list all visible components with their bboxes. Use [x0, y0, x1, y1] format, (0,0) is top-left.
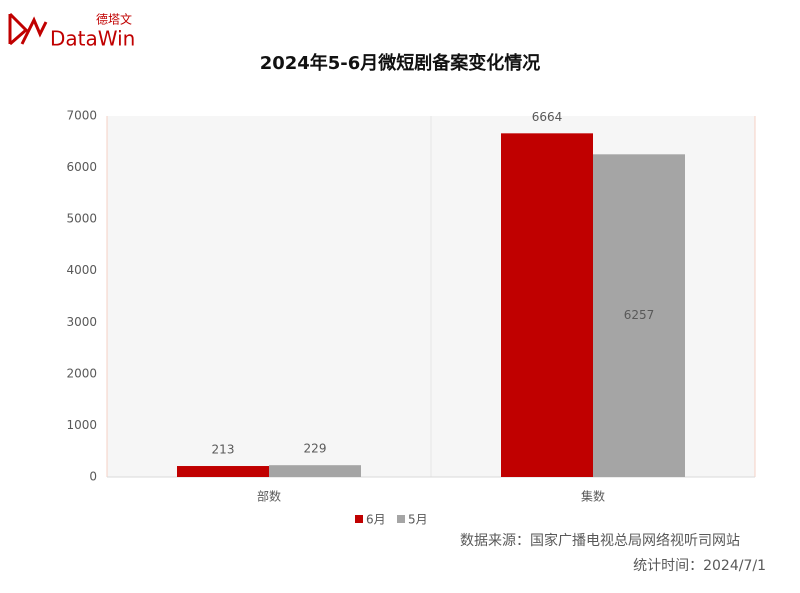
- logo-icon: [8, 12, 48, 46]
- legend-swatch: [397, 515, 405, 523]
- y-tick-label: 4000: [66, 263, 97, 277]
- logo-name: DataWin: [50, 27, 135, 51]
- x-tick-label: 集数: [581, 489, 605, 504]
- y-tick-label: 0: [89, 470, 97, 484]
- logo-chinese-name: 德塔文: [96, 12, 132, 27]
- x-tick-label: 部数: [257, 489, 281, 504]
- legend-label: 6月: [366, 513, 386, 527]
- bar: [593, 154, 685, 477]
- legend-swatch: [355, 515, 363, 523]
- chart-title: 2024年5-6月微短剧备案变化情况: [260, 52, 541, 74]
- value-label: 213: [212, 443, 235, 457]
- value-label: 229: [304, 442, 327, 456]
- y-tick-label: 3000: [66, 315, 97, 329]
- y-tick-label: 5000: [66, 212, 97, 226]
- value-label: 6664: [532, 110, 563, 124]
- logo: DataWin 德塔文: [8, 12, 135, 51]
- y-tick-label: 6000: [66, 160, 97, 174]
- source-note: 数据来源：国家广播电视总局网络视听司网站: [460, 532, 740, 549]
- bar: [269, 465, 361, 477]
- bar: [177, 466, 269, 477]
- date-note: 统计时间：2024/7/1: [633, 558, 766, 574]
- legend-label: 5月: [408, 513, 428, 527]
- y-tick-label: 2000: [66, 366, 97, 380]
- bar: [501, 133, 593, 477]
- value-label: 6257: [624, 308, 655, 322]
- y-tick-label: 1000: [66, 418, 97, 432]
- y-tick-label: 7000: [66, 109, 97, 123]
